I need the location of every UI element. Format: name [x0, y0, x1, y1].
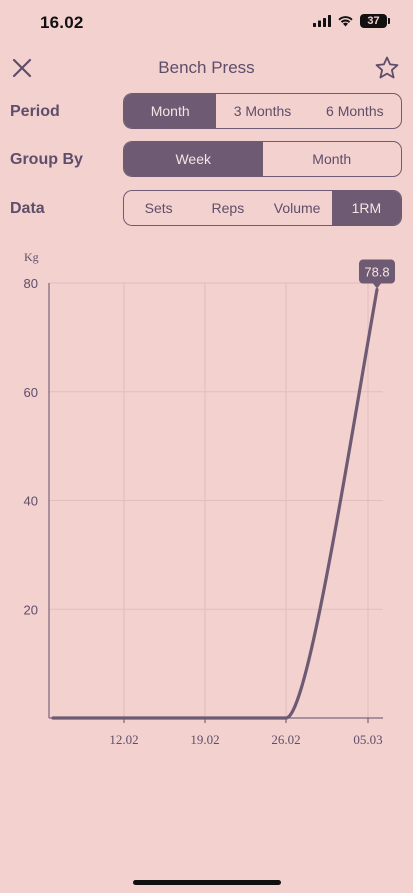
- group-by-label: Group By: [10, 151, 83, 168]
- value-callout-bubble: [359, 259, 395, 284]
- period-option-6-months[interactable]: 6 Months: [326, 103, 384, 119]
- chart-grid: [49, 282, 383, 718]
- group-by-segmented-control: Week Month: [123, 141, 402, 177]
- close-icon: [12, 58, 32, 78]
- page-title: Bench Press: [158, 58, 255, 77]
- group-by-option-week[interactable]: Week: [124, 142, 263, 176]
- chart-highlight: 78.8: [359, 259, 395, 289]
- x-tick-label: 05.03: [353, 732, 382, 747]
- x-tick-label: 26.02: [271, 732, 300, 747]
- x-tick-label: 12.02: [109, 732, 138, 747]
- chart-labels: 20 40 60 80 12.02 19.02 26.02 05.03 Kg: [24, 250, 383, 747]
- progress-chart[interactable]: 20 40 60 80 12.02 19.02 26.02 05.03 Kg 78.8: [0, 240, 413, 760]
- battery-icon: 37: [360, 14, 390, 28]
- period-option-3-months[interactable]: 3 Months: [233, 103, 292, 119]
- nav-bar: Bench Press: [0, 50, 413, 86]
- data-option-1rm[interactable]: 1RM: [331, 191, 401, 225]
- favorite-button[interactable]: [373, 54, 401, 82]
- y-tick-label: 40: [24, 494, 38, 509]
- series-line: [51, 287, 379, 720]
- chart-axes: [48, 283, 383, 723]
- data-segmented-control: Sets Reps Volume 1RM: [123, 190, 402, 226]
- star-icon: [375, 56, 399, 79]
- home-indicator: [133, 880, 281, 885]
- cellular-signal-icon: [313, 15, 331, 27]
- y-axis-unit-label: Kg: [24, 250, 39, 264]
- y-tick-label: 80: [24, 276, 38, 291]
- group-by-option-month[interactable]: Month: [312, 151, 352, 167]
- data-option-sets[interactable]: Sets: [144, 200, 173, 216]
- y-tick-label: 60: [24, 385, 38, 400]
- value-callout: 78.8: [359, 259, 395, 289]
- data-label: Data: [10, 200, 45, 217]
- data-option-volume[interactable]: Volume: [273, 200, 321, 216]
- status-bar: 16.02 37: [0, 0, 413, 46]
- period-option-month[interactable]: Month: [124, 94, 217, 128]
- value-callout-pointer: [373, 283, 381, 289]
- wifi-icon: [338, 16, 353, 27]
- x-tick-label: 19.02: [190, 732, 219, 747]
- status-time: 16.02: [40, 13, 84, 32]
- close-button[interactable]: [8, 54, 36, 82]
- data-option-reps[interactable]: Reps: [211, 200, 245, 216]
- y-tick-label: 20: [24, 602, 38, 617]
- status-icons: 37: [313, 14, 390, 28]
- value-callout-label: 78.8: [364, 265, 389, 280]
- period-label: Period: [10, 103, 60, 120]
- period-segmented-control: Month 3 Months 6 Months: [123, 93, 402, 129]
- chart-series: [51, 287, 379, 720]
